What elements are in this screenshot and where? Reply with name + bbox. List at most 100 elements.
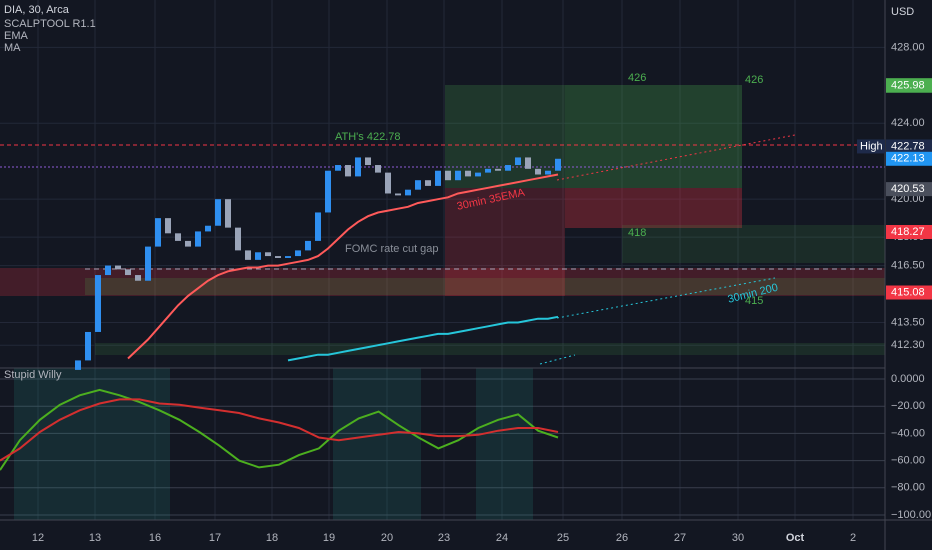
candle: [405, 189, 411, 196]
candle: [345, 165, 351, 177]
candle: [195, 231, 201, 247]
ma200-line: [287, 315, 559, 362]
osc-zone: [14, 368, 170, 520]
candle: [215, 199, 221, 226]
price-tag-label: 415.08: [891, 286, 925, 298]
x-tick-label: Oct: [786, 532, 805, 544]
ema-line: [127, 173, 559, 360]
candle: [125, 269, 131, 276]
price-tag-label: 418.27: [891, 226, 925, 238]
candle: [95, 275, 101, 332]
candle: [415, 180, 421, 190]
annotation: ATH's 422.78: [335, 131, 400, 143]
candle: [285, 256, 291, 258]
candle: [185, 240, 191, 247]
oscillator-title: Stupid Willy: [4, 369, 62, 381]
zone: [622, 225, 885, 263]
ma-projection: [539, 354, 576, 365]
candle: [205, 225, 211, 232]
x-tick-label: 12: [32, 532, 44, 544]
price-tag-label: 422.13: [891, 153, 925, 165]
ema-projection: [556, 134, 796, 181]
x-tick-label: 23: [438, 532, 450, 544]
price-tag-label: 420.53: [891, 183, 925, 195]
indicator: MA: [4, 42, 21, 54]
x-tick-label: 18: [266, 532, 278, 544]
price-tag-name: [857, 139, 885, 154]
support-zone: [85, 278, 885, 295]
oscillator-line: [0, 398, 559, 462]
candle: [525, 157, 531, 169]
candle: [135, 275, 141, 281]
candle: [275, 256, 281, 258]
y-tick-label: −20.00: [891, 400, 925, 412]
symbol: DIA, 30, Arca: [4, 4, 70, 16]
candle: [425, 180, 431, 186]
candle: [175, 233, 181, 241]
candle: [265, 252, 271, 257]
grid: [0, 0, 885, 520]
candle: [245, 250, 251, 260]
y-tick-label: −100.00: [891, 509, 931, 521]
x-tick-label: 25: [557, 532, 569, 544]
candle: [75, 360, 81, 370]
candle: [315, 212, 321, 241]
candle: [475, 172, 481, 177]
price-tag: [886, 78, 932, 93]
candle: [515, 157, 521, 166]
price-tag-label: 422.78: [891, 140, 925, 152]
candle: [385, 172, 391, 194]
annotation: 418: [628, 227, 646, 239]
y-tick-label: −60.00: [891, 454, 925, 466]
price-tag-name-label: High: [860, 140, 883, 152]
candle: [495, 168, 501, 171]
x-tick-label: 26: [616, 532, 628, 544]
candle: [435, 170, 441, 186]
x-tick-label: 20: [381, 532, 393, 544]
price-tag: [886, 182, 932, 197]
candle: [255, 252, 261, 260]
candle: [115, 265, 121, 270]
target-zone: [565, 85, 742, 188]
price-tag-label: 425.98: [891, 80, 925, 92]
candle: [295, 250, 301, 257]
y-tick-label: 412.30: [891, 339, 925, 351]
x-tick-label: 16: [149, 532, 161, 544]
osc-zone: [333, 368, 421, 520]
indicator: SCALPTOOL R1.1: [4, 18, 96, 30]
candle: [555, 158, 561, 171]
x-tick-label: 24: [496, 532, 508, 544]
x-tick-label: 17: [209, 532, 221, 544]
x-tick-label: 27: [674, 532, 686, 544]
candle: [325, 170, 331, 213]
ma-projection: [556, 277, 776, 319]
indicator: EMA: [4, 30, 29, 42]
y-tick-label: 0.0000: [891, 373, 925, 385]
y-tick-label: 416.50: [891, 259, 925, 271]
annotation: 415: [745, 295, 763, 307]
y-tick-label: −80.00: [891, 482, 925, 494]
x-tick-label: 2: [850, 532, 856, 544]
candle: [105, 265, 111, 276]
candle: [485, 168, 491, 173]
annotation: FOMC rate cut gap: [345, 243, 439, 255]
candle: [155, 218, 161, 247]
candle: [545, 170, 551, 175]
currency[interactable]: USD: [891, 6, 914, 18]
zone: [95, 343, 885, 355]
price-tag: [886, 224, 932, 239]
osc-zone: [476, 368, 533, 520]
candle: [395, 193, 401, 196]
candle: [445, 170, 451, 181]
candle: [305, 240, 311, 251]
stop-zone: [565, 188, 742, 228]
y-tick-label: 424.00: [891, 117, 925, 129]
candle: [465, 170, 471, 177]
candle: [365, 157, 371, 166]
marks: 12 13 16 17 18 19 20 23 24 25 26 27 30 Oct 2 428.00 424.…: [0, 41, 932, 544]
annotation: 426: [628, 72, 646, 84]
candle: [225, 199, 231, 228]
x-tick-label: 13: [89, 532, 101, 544]
stop-zone: [445, 188, 565, 296]
